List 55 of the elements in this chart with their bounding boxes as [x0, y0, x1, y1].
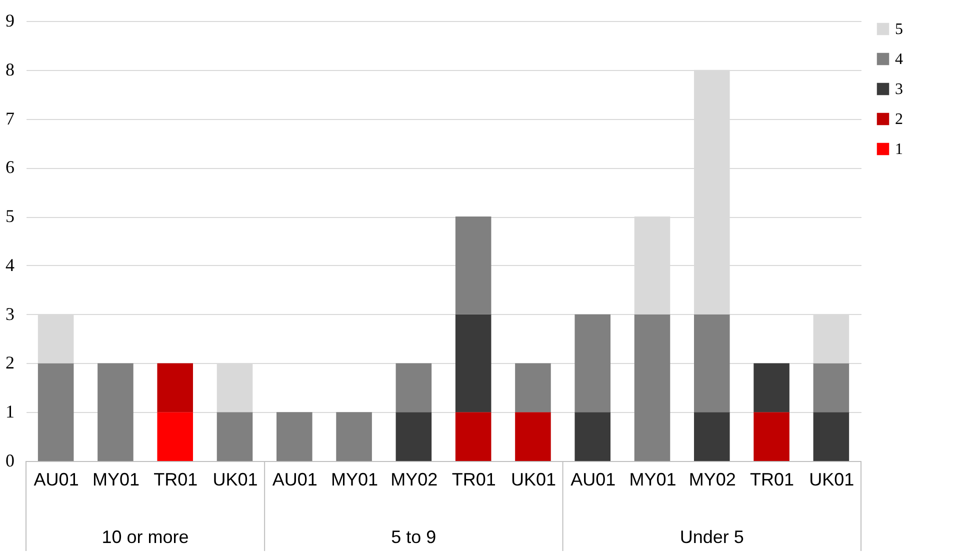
x-tick-label: UK01	[212, 470, 258, 490]
bar	[38, 363, 74, 461]
y-tick-label: 5	[6, 206, 14, 226]
y-tick-label: 0	[6, 450, 14, 470]
bar	[813, 363, 850, 412]
x-tick-label: MY02	[390, 470, 438, 490]
bar	[455, 412, 492, 461]
bar	[98, 363, 134, 461]
bar	[574, 412, 610, 461]
bar	[276, 412, 312, 461]
y-tick-label: 8	[6, 59, 14, 80]
text: 10 or more	[102, 527, 189, 547]
y-tick-label: 3	[6, 304, 14, 324]
bar	[813, 412, 850, 461]
bar	[455, 216, 492, 314]
text: 5 to 9	[391, 527, 436, 547]
x-tick-label: TR01	[154, 470, 198, 490]
x-tick-label: MY01	[629, 470, 676, 490]
x-tick-label: UK01	[809, 470, 854, 490]
legend-label: 3	[895, 81, 903, 98]
text: Under 5	[680, 527, 744, 547]
bar	[157, 412, 193, 461]
x-tick-label: MY01	[92, 470, 140, 490]
x-tick-label: AU01	[570, 470, 616, 490]
legend-label: 2	[895, 111, 903, 128]
bar	[336, 412, 372, 461]
bar	[216, 412, 253, 461]
x-tick-label: TR01	[750, 470, 794, 490]
bar	[396, 412, 432, 461]
bar	[515, 412, 551, 461]
bar	[396, 363, 432, 412]
x-tick-label: TR01	[452, 470, 496, 490]
y-tick-label: 6	[6, 157, 14, 178]
y-tick-label: 1	[6, 402, 14, 422]
bar	[157, 363, 193, 412]
legend-label: 5	[895, 21, 903, 38]
bar	[574, 314, 610, 412]
bar	[455, 314, 492, 412]
y-tick-label: 4	[6, 254, 14, 275]
bar	[694, 412, 730, 461]
bar	[515, 363, 551, 412]
y-tick-label: 2	[6, 352, 14, 373]
legend-label: 4	[895, 51, 903, 68]
y-tick-label: 9	[6, 10, 14, 30]
x-tick-label: MY01	[331, 470, 378, 490]
x-tick-label: AU01	[34, 470, 79, 490]
y-tick-label: 7	[6, 108, 14, 128]
bar	[634, 314, 670, 461]
bar	[754, 363, 790, 412]
x-tick-label: AU01	[272, 470, 318, 490]
x-tick-label: MY02	[688, 470, 736, 490]
bar	[754, 412, 790, 461]
bar	[694, 314, 730, 412]
x-tick-label: UK01	[510, 470, 556, 490]
legend-label: 1	[895, 141, 903, 158]
